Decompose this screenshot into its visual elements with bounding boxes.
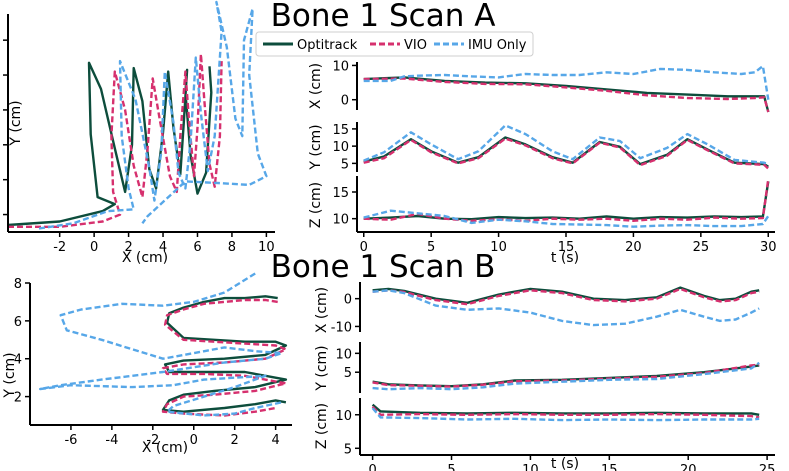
series-scanB-y-optitrack [372,364,760,388]
ylabel-scanB-y: Y (cm) [314,345,330,391]
xlabel-scanA-xy: X (cm) [122,250,168,266]
ytick-label-scanB-x--10: -10 [331,320,352,335]
xtick-label-scanA-xy-6: 6 [193,240,201,255]
ylabel-scanB-xy: Y (cm) [2,352,18,398]
series-scanB-z-imu-only [371,407,760,422]
series-scanA-x-vio [363,77,770,113]
series-scanA-x-imu-only [363,64,770,100]
ytick-label-scanB-xy-6: 6 [14,315,22,330]
series-scanB-x-imu-only [372,289,760,327]
series-scanA-xy-imu-only [38,0,268,230]
xtick-label-scanB-xy-0: 0 [190,433,198,448]
ytick-label-scanB-xy-2: 2 [14,391,22,406]
xtick-label-scanB-xy-4: 4 [271,433,279,448]
ytick-label-scanA-x-0: 0 [341,94,349,109]
xlabel-scanB-z: t (s) [551,456,579,471]
series-scanA-z-imu-only [363,209,770,228]
title-scan-a: Bone 1 Scan A [271,0,496,34]
series-scanA-y-vio [363,137,770,170]
legend-label-imu: IMU Only [468,38,527,53]
ytick-label-scanA-z-15: 15 [332,186,349,201]
xtick-label-scanB-xy--4: -4 [105,433,118,448]
series-scanB-x-vio [372,287,760,306]
xtick-label-scanA-z-25: 25 [693,240,710,255]
series-scanA-z-vio [363,178,770,223]
ytick-label-scanA-z-10: 10 [332,213,349,228]
series-scanA-xy-vio [8,52,223,229]
xtick-label-scanA-z-0: 0 [360,240,368,255]
xtick-label-scanB-z-0: 0 [368,463,376,471]
series-scanA-x-optitrack [363,76,770,113]
ylabel-scanA-x: X (cm) [308,63,324,109]
panel-scanB-xy: 2 4 6 8 -6 -4 -2 0 2 4 X (cm) Y (cm) [2,272,292,456]
xtick-label-scanA-xy-0: 0 [90,240,98,255]
legend-frame [255,31,534,57]
ytick-label-scanA-y-5: 5 [341,157,349,172]
xlabel-scanA-z: t (s) [551,250,579,266]
ytick-label-scanA-x-10: 10 [332,59,349,74]
xtick-label-scanA-z-30: 30 [760,240,777,255]
xtick-label-scanB-z-10: 10 [522,463,539,471]
xtick-label-scanA-xy-2: 2 [124,240,132,255]
series-scanB-x-optitrack [372,286,760,304]
ylabel-scanB-z: Z (cm) [314,403,330,449]
xtick-label-scanA-xy-4: 4 [159,240,167,255]
ytick-label-scanB-y-5: 5 [344,366,352,381]
ylabel-scanA-xy: Y (cm) [8,100,24,146]
panel-scanB-y: 5 10 Y (cm) [314,342,760,393]
ytick-label-scanA-y-10: 10 [332,140,349,155]
xtick-label-scanA-z-5: 5 [427,240,435,255]
xtick-label-scanB-xy-2: 2 [231,433,239,448]
ylabel-scanB-x: X (cm) [314,287,330,333]
panel-scanA-z: 10 15 0 5 10 15 20 25 30 t (s) Z (cm) [308,176,777,266]
xtick-label-scanA-xy--2: -2 [53,240,66,255]
ylabel-scanA-z: Z (cm) [308,182,324,228]
xtick-label-scanB-xy--6: -6 [64,433,77,448]
series-scanB-xy-imu-only [39,272,283,417]
panel-scanA-x: 0 10 X (cm) [308,59,770,113]
legend-label-vio: VIO [404,38,427,53]
panel-scanA-y: 5 10 15 Y (cm) [308,122,770,172]
ytick-label-scanB-xy-8: 8 [14,277,22,292]
series-scanB-y-vio [372,363,760,388]
series-scanA-xy-optitrack [7,61,213,227]
xtick-label-scanA-z-15: 15 [558,240,575,255]
ytick-label-scanB-xy-4: 4 [14,353,22,368]
ylabel-scanA-y: Y (cm) [308,124,324,170]
legend-label-optitrack: Optitrack [297,38,358,53]
xtick-label-scanA-z-10: 10 [490,240,507,255]
ytick-label-scanB-y-10: 10 [335,347,352,362]
title-scan-b: Bone 1 Scan B [271,249,496,285]
series-scanB-z-optitrack [371,403,760,416]
xtick-label-scanB-z-20: 20 [680,463,697,471]
series-scanB-y-imu-only [372,361,760,391]
series-scanB-z-vio [371,405,760,419]
ytick-label-scanB-z-10: 10 [335,409,352,424]
series-scanA-y-imu-only [363,124,769,166]
xtick-label-scanA-xy-8: 8 [228,240,236,255]
panel-scanB-z: 5 10 0 5 10 15 20 25 t (s) Z (cm) [314,398,775,471]
xtick-label-scanB-z-25: 25 [759,463,776,471]
series-scanB-xy-vio [161,298,288,417]
ytick-label-scanA-y-15: 15 [332,123,349,138]
legend: Optitrack VIO IMU Only [255,31,534,57]
series-scanB-xy-optitrack [161,295,288,413]
xtick-label-scanB-xy--2: -2 [146,433,159,448]
ytick-label-scanB-z-5: 5 [344,442,352,457]
xtick-label-scanB-z-5: 5 [447,463,455,471]
xtick-label-scanB-z-15: 15 [601,463,618,471]
ytick-label-scanB-x-0: 0 [344,293,352,308]
series-scanA-z-optitrack [363,181,770,221]
xtick-label-scanA-xy-10: 10 [258,240,275,255]
panel-scanB-x: 0 -10X (cm) [314,282,760,335]
xlabel-scanB-xy: X (cm) [142,440,188,456]
xtick-label-scanA-z-20: 20 [625,240,642,255]
